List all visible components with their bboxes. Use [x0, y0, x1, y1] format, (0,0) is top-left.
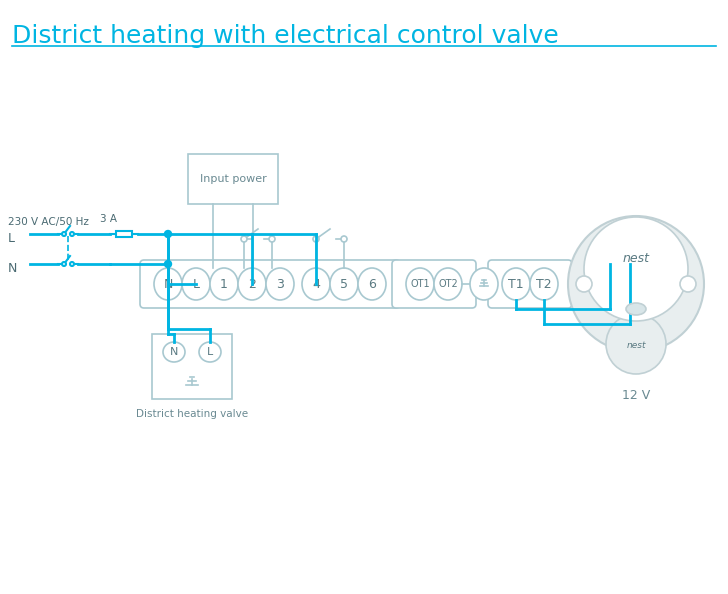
- Text: 4: 4: [312, 277, 320, 290]
- Ellipse shape: [266, 268, 294, 300]
- Text: 6: 6: [368, 277, 376, 290]
- Circle shape: [680, 276, 696, 292]
- Text: OT1: OT1: [410, 279, 430, 289]
- Circle shape: [341, 236, 347, 242]
- Text: District heating with electrical control valve: District heating with electrical control…: [12, 24, 559, 48]
- Text: L: L: [8, 232, 15, 245]
- Ellipse shape: [530, 268, 558, 300]
- Text: 12 V: 12 V: [622, 389, 650, 402]
- Ellipse shape: [626, 303, 646, 315]
- Ellipse shape: [182, 268, 210, 300]
- Text: OT2: OT2: [438, 279, 458, 289]
- Text: District heating valve: District heating valve: [136, 409, 248, 419]
- FancyBboxPatch shape: [392, 260, 476, 308]
- Ellipse shape: [302, 268, 330, 300]
- FancyBboxPatch shape: [152, 334, 232, 399]
- Text: T1: T1: [508, 277, 524, 290]
- Ellipse shape: [406, 268, 434, 300]
- Text: L: L: [192, 277, 199, 290]
- Text: nest: nest: [622, 252, 649, 266]
- Text: nest: nest: [626, 342, 646, 350]
- Circle shape: [70, 262, 74, 266]
- Ellipse shape: [330, 268, 358, 300]
- Ellipse shape: [358, 268, 386, 300]
- Text: 3 A: 3 A: [100, 214, 117, 224]
- Text: N: N: [170, 347, 178, 357]
- Ellipse shape: [434, 268, 462, 300]
- Ellipse shape: [154, 268, 182, 300]
- Ellipse shape: [199, 342, 221, 362]
- Ellipse shape: [210, 268, 238, 300]
- Circle shape: [165, 261, 172, 267]
- Text: N: N: [163, 277, 173, 290]
- FancyBboxPatch shape: [188, 154, 278, 204]
- Text: Input power: Input power: [199, 174, 266, 184]
- Text: N: N: [8, 263, 17, 276]
- Text: 1: 1: [220, 277, 228, 290]
- Circle shape: [568, 216, 704, 352]
- Circle shape: [269, 236, 275, 242]
- Ellipse shape: [470, 268, 498, 300]
- FancyBboxPatch shape: [116, 231, 132, 237]
- Circle shape: [576, 276, 592, 292]
- Circle shape: [70, 232, 74, 236]
- Text: 5: 5: [340, 277, 348, 290]
- Circle shape: [584, 217, 688, 321]
- Circle shape: [606, 314, 666, 374]
- Text: L: L: [207, 347, 213, 357]
- Text: 3: 3: [276, 277, 284, 290]
- Text: 230 V AC/50 Hz: 230 V AC/50 Hz: [8, 217, 89, 227]
- Text: 2: 2: [248, 277, 256, 290]
- Ellipse shape: [502, 268, 530, 300]
- Ellipse shape: [238, 268, 266, 300]
- FancyBboxPatch shape: [140, 260, 400, 308]
- Ellipse shape: [163, 342, 185, 362]
- Circle shape: [62, 232, 66, 236]
- Circle shape: [241, 236, 247, 242]
- Text: T2: T2: [537, 277, 552, 290]
- Circle shape: [165, 230, 172, 238]
- FancyBboxPatch shape: [488, 260, 572, 308]
- Circle shape: [313, 236, 319, 242]
- Circle shape: [62, 262, 66, 266]
